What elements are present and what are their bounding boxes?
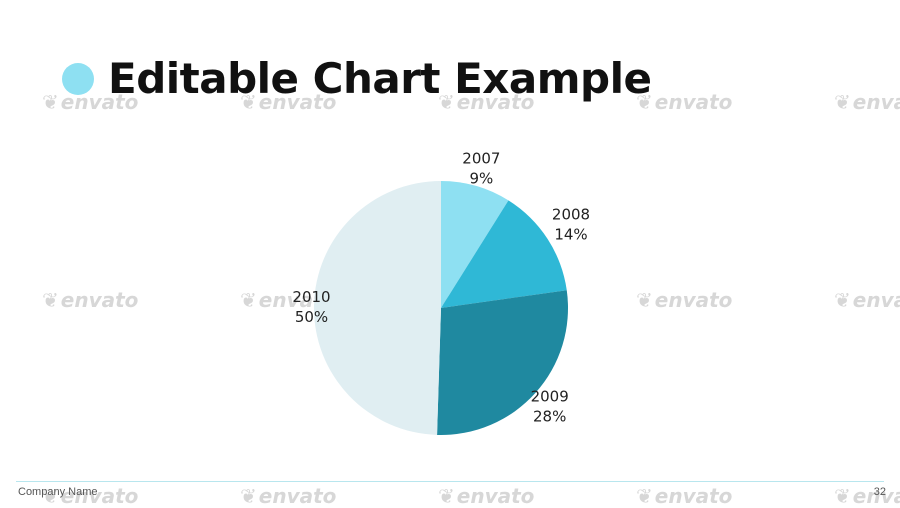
slice-label-2008: 2008 14% <box>552 206 590 244</box>
leaf-icon: ❦ <box>240 90 257 114</box>
envato-watermark: ❦envato <box>42 484 139 508</box>
envato-watermark: ❦envato <box>438 90 535 114</box>
leaf-icon: ❦ <box>240 484 257 508</box>
leaf-icon: ❦ <box>834 288 851 312</box>
envato-watermark: ❦envato <box>834 484 900 508</box>
leaf-icon: ❦ <box>834 484 851 508</box>
leaf-icon: ❦ <box>42 90 59 114</box>
slice-percent-label: 28% <box>533 408 566 426</box>
slice-year-label: 2008 <box>552 206 590 224</box>
leaf-icon: ❦ <box>438 90 455 114</box>
leaf-icon: ❦ <box>438 484 455 508</box>
pie-slice-2008 <box>441 200 567 308</box>
envato-watermark: ❦envato <box>636 90 733 114</box>
leaf-icon: ❦ <box>636 484 653 508</box>
slide-title: Editable Chart Example <box>108 54 652 103</box>
title-bullet-dot <box>62 63 94 95</box>
envato-watermark: ❦envato <box>240 484 337 508</box>
slice-percent-label: 9% <box>470 170 494 188</box>
envato-watermark: ❦envato <box>636 288 733 312</box>
slice-label-2009: 2009 28% <box>531 388 569 426</box>
footer-page-number: 32 <box>873 486 886 498</box>
leaf-icon: ❦ <box>42 288 59 312</box>
envato-watermark: ❦envato <box>42 288 139 312</box>
slice-year-label: 2007 <box>462 150 500 168</box>
leaf-icon: ❦ <box>834 90 851 114</box>
slice-year-label: 2009 <box>531 388 569 406</box>
footer-divider <box>16 481 884 482</box>
envato-watermark: ❦envato <box>834 90 900 114</box>
slice-label-2007: 2007 9% <box>462 150 500 188</box>
slice-label-2010: 2010 50% <box>292 288 330 326</box>
slide-title-row: Editable Chart Example <box>62 54 652 103</box>
leaf-icon: ❦ <box>636 90 653 114</box>
footer-company-name: Company Name <box>18 486 98 498</box>
pie-slice-2007 <box>441 181 509 308</box>
slice-percent-label: 50% <box>295 308 328 326</box>
leaf-icon: ❦ <box>42 484 59 508</box>
envato-watermark: ❦envato <box>636 484 733 508</box>
pie-slice-2010 <box>313 181 441 435</box>
leaf-icon: ❦ <box>636 288 653 312</box>
slice-year-label: 2010 <box>292 288 330 306</box>
envato-watermark: ❦envato <box>240 90 337 114</box>
envato-watermark: ❦envato <box>438 484 535 508</box>
slice-percent-label: 14% <box>554 226 587 244</box>
leaf-icon: ❦ <box>240 288 257 312</box>
envato-watermark: ❦envato <box>834 288 900 312</box>
pie-slice-2009 <box>437 290 569 436</box>
